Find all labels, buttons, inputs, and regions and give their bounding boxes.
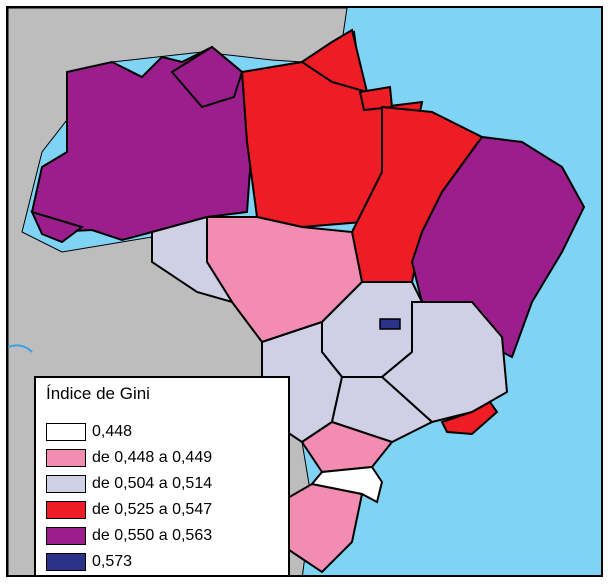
legend-item: 0,573	[46, 552, 132, 572]
region-parana	[300, 420, 394, 474]
legend-label: 0,573	[92, 553, 133, 570]
region-roraima	[170, 45, 244, 109]
region-rio-de-janeiro	[440, 400, 499, 436]
legend-label: de 0,448 a 0,449	[92, 449, 213, 466]
legend-item: 0,448	[46, 422, 132, 442]
region-distrito-federal	[379, 318, 401, 330]
region-sao-paulo	[330, 376, 434, 444]
region-santa-catarina	[310, 465, 384, 504]
region-rondonia	[151, 215, 235, 304]
legend-item: de 0,504 a 0,514	[46, 474, 212, 494]
map-frame: Índice de Gini 0,448 de 0,448 a 0,449 de…	[6, 6, 603, 577]
legend-swatch	[46, 423, 86, 441]
legend-title: Índice de Gini	[46, 384, 150, 403]
legend-item: de 0,448 a 0,449	[46, 448, 212, 468]
legend-swatch	[46, 553, 86, 571]
legend-swatch	[46, 475, 86, 493]
legend-label: de 0,550 a 0,563	[92, 527, 213, 544]
legend: Índice de Gini 0,448 de 0,448 a 0,449 de…	[34, 376, 290, 575]
legend-label: de 0,504 a 0,514	[92, 475, 213, 492]
river	[8, 344, 33, 353]
region-acre	[30, 210, 85, 244]
legend-label: de 0,525 a 0,547	[92, 501, 213, 518]
legend-label: 0,448	[92, 423, 133, 440]
legend-item: de 0,550 a 0,563	[46, 526, 212, 546]
legend-item: de 0,525 a 0,547	[46, 500, 212, 520]
region-amapa	[300, 28, 369, 94]
legend-swatch	[46, 449, 86, 467]
legend-swatch	[46, 501, 86, 519]
legend-swatch	[46, 527, 86, 545]
